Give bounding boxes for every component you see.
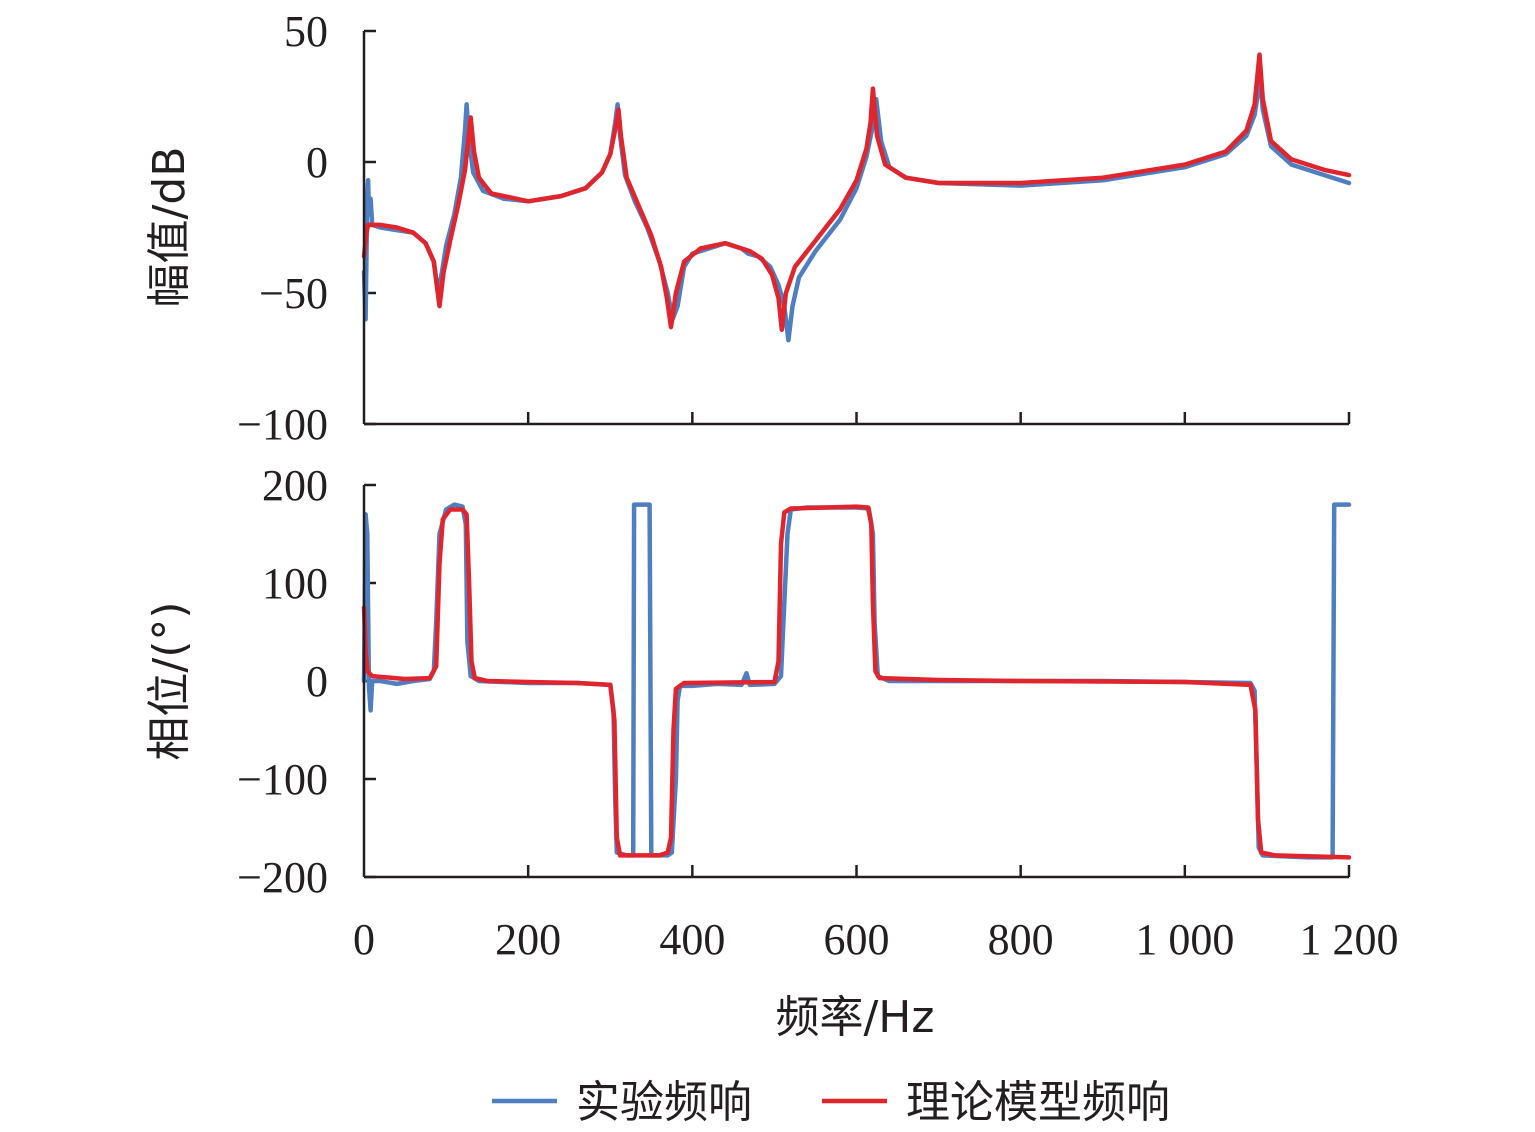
magnitude-tick-group: 50 0 −50 −100 xyxy=(237,7,1351,449)
x-axis-title: 频率/Hz xyxy=(775,992,934,1043)
x-tick-label: 600 xyxy=(824,915,890,964)
phase-series-group xyxy=(361,502,1352,860)
legend: 实验频响 理论模型频响 xyxy=(492,1077,1170,1128)
phase-y-axis-title: 相位/(°) xyxy=(144,601,195,760)
x-tick-label: 1 200 xyxy=(1300,915,1399,964)
legend-label-experimental: 实验频响 xyxy=(576,1077,752,1128)
x-tick-label: 200 xyxy=(495,915,561,964)
magnitude-panel: 50 0 −50 −100 幅值/dB xyxy=(144,7,1352,449)
x-tick-label: 0 xyxy=(353,915,375,964)
y-tick-label: 200 xyxy=(262,461,328,510)
x-tick-label: 1 000 xyxy=(1135,915,1234,964)
y-tick-label: −100 xyxy=(237,755,328,804)
magnitude-y-axis-title: 幅值/dB xyxy=(144,147,195,308)
x-tick-label: 800 xyxy=(988,915,1054,964)
y-tick-label: −100 xyxy=(237,400,328,449)
y-tick-label: 0 xyxy=(306,657,328,706)
y-tick-label: −50 xyxy=(259,269,328,318)
y-tick-label: −200 xyxy=(237,853,328,902)
series-line-experimental xyxy=(361,75,1352,343)
series-line-theoretical xyxy=(361,52,1352,332)
legend-label-theoretical: 理论模型频响 xyxy=(906,1077,1170,1128)
magnitude-series-group xyxy=(361,52,1352,343)
y-tick-label: 0 xyxy=(306,138,328,187)
series-line-theoretical xyxy=(361,504,1352,860)
y-tick-label: 50 xyxy=(284,7,328,56)
x-tick-label: 400 xyxy=(659,915,725,964)
y-tick-label: 100 xyxy=(262,559,328,608)
